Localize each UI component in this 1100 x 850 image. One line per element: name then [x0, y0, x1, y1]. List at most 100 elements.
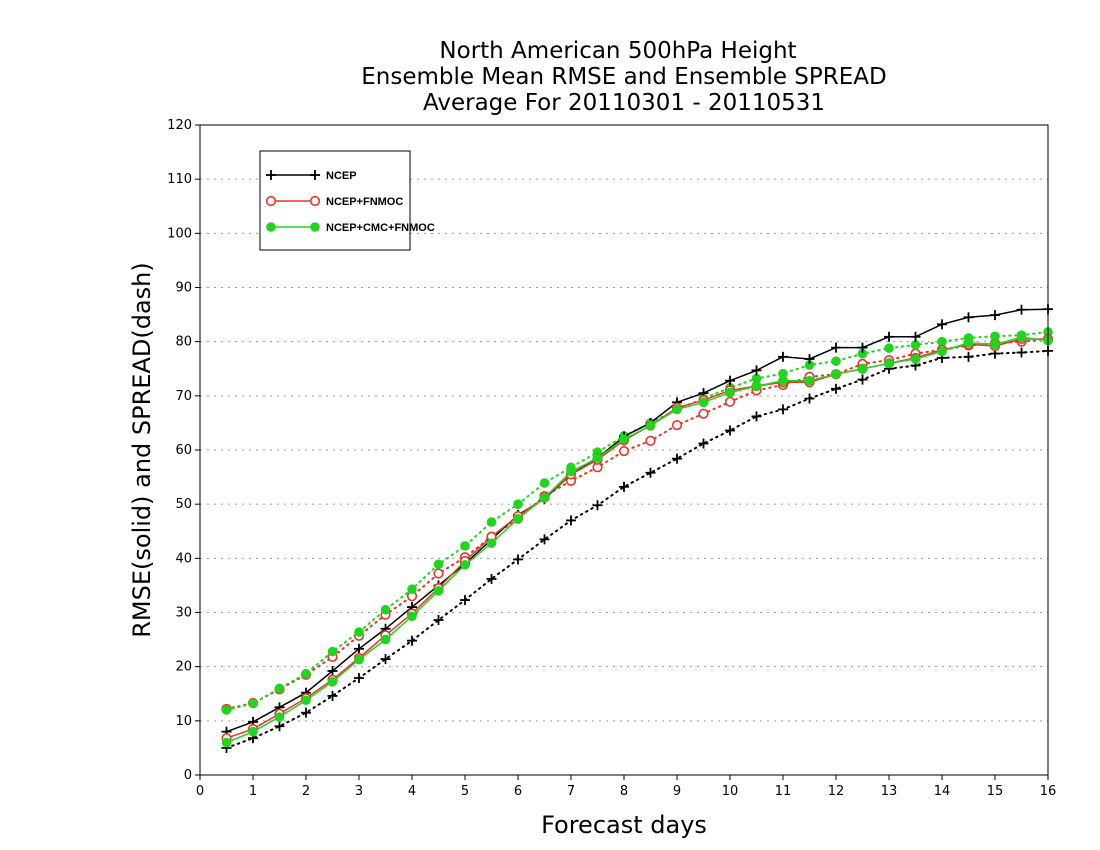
data-point [778, 375, 788, 386]
data-point [274, 712, 285, 722]
data-point [407, 635, 417, 646]
data-point [301, 707, 311, 718]
x-tick-label: 14 [934, 784, 951, 799]
data-point [354, 627, 364, 637]
data-point [513, 513, 523, 524]
y-tick-label: 20 [175, 660, 192, 675]
data-point [698, 408, 709, 419]
x-tick-label: 10 [722, 784, 739, 799]
data-point [937, 336, 947, 347]
data-point [990, 310, 1000, 321]
y-tick-label: 0 [184, 768, 192, 783]
x-tick-label: 8 [620, 784, 628, 799]
data-point [619, 481, 629, 492]
data-point [513, 554, 523, 565]
legend-label: NCEP+CMC+FNMOC [326, 222, 435, 234]
data-point [592, 453, 603, 463]
legend-marker [310, 170, 320, 180]
legend-label: NCEP+FNMOC [326, 196, 403, 208]
data-point [937, 346, 947, 357]
data-point [910, 354, 921, 364]
series-line [226, 338, 1048, 739]
data-point [407, 611, 417, 622]
data-point [486, 573, 497, 584]
y-tick-label: 60 [175, 443, 192, 458]
y-tick-label: 50 [175, 497, 192, 512]
data-point [327, 666, 338, 676]
data-point [433, 586, 444, 596]
data-point [831, 342, 841, 353]
data-point [407, 584, 417, 595]
data-point [433, 568, 444, 579]
x-tick-label: 0 [196, 784, 204, 799]
data-point [221, 737, 232, 748]
series-line [225, 338, 1049, 710]
legend-item: NCEP+CMC+FNMOC [266, 222, 435, 234]
y-tick-label: 110 [167, 172, 192, 187]
data-point [460, 595, 470, 606]
data-point [513, 499, 523, 509]
data-point [751, 365, 762, 376]
data-point [274, 683, 285, 694]
data-point [857, 374, 868, 385]
legend-marker [265, 195, 277, 207]
data-point [539, 478, 550, 488]
y-tick-label: 40 [175, 551, 192, 566]
data-point [248, 726, 258, 737]
x-axis-title: Forecast days [541, 811, 707, 839]
data-point [857, 348, 868, 359]
data-point [751, 381, 762, 391]
data-point [724, 396, 736, 407]
data-point [778, 351, 788, 362]
legend-label: NCEP [326, 170, 357, 182]
data-point [831, 356, 841, 366]
legend-marker [266, 222, 276, 232]
x-tick-label: 2 [302, 784, 310, 799]
data-point [327, 646, 338, 657]
data-point [831, 369, 841, 379]
series-spread-5 [221, 327, 1053, 715]
data-point [274, 721, 285, 732]
data-point [963, 337, 974, 348]
data-point [566, 515, 576, 526]
data-point [698, 397, 709, 408]
legend: NCEP NCEP+FNMOC NCEP+CMC+FNMOC [259, 150, 435, 251]
data-point [857, 342, 868, 353]
data-point [804, 360, 815, 370]
data-point [618, 445, 630, 457]
data-point [380, 634, 391, 645]
data-point [566, 466, 576, 477]
x-tick-label: 7 [567, 784, 575, 799]
data-point [963, 351, 974, 362]
data-point [539, 492, 550, 503]
data-point [804, 393, 815, 404]
y-tick-label: 90 [175, 281, 192, 296]
data-point [778, 404, 788, 415]
x-tick-label: 11 [775, 784, 792, 799]
title-line-2: Ensemble Mean RMSE and Ensemble SPREAD [361, 64, 886, 90]
data-point [619, 434, 629, 444]
series-rmse-2 [221, 332, 1053, 748]
data-point [990, 339, 1000, 350]
data-point [751, 411, 762, 422]
data-point [460, 541, 470, 551]
data-point [884, 331, 894, 342]
data-point [645, 420, 656, 431]
data-point [804, 354, 815, 364]
data-point [248, 698, 258, 709]
y-axis-title: RMSE(solid) and SPREAD(dash) [128, 262, 156, 638]
y-tick-label: 10 [175, 714, 192, 729]
data-point [1016, 347, 1027, 358]
data-point [725, 375, 735, 386]
data-point [301, 668, 311, 679]
series-rmse-1 [221, 333, 1054, 744]
data-point [884, 343, 894, 353]
data-point [380, 604, 391, 615]
x-axis: 0 1 2 3 4 5 6 7 8 9 10 11 12 13 14 15 16 [196, 775, 1056, 799]
data-point [460, 560, 470, 570]
series-line [226, 336, 1049, 744]
x-tick-label: 5 [461, 784, 469, 799]
legend-item: NCEP+FNMOC [265, 195, 403, 208]
series-spread-3 [221, 345, 1053, 753]
